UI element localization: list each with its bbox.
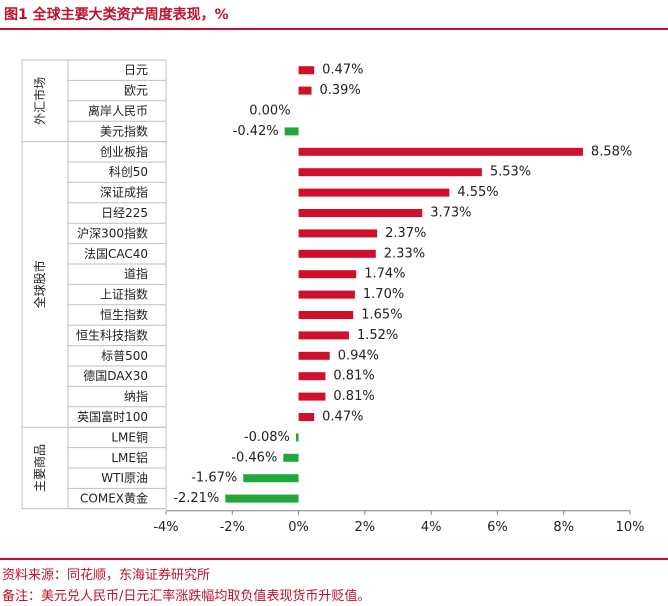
bar: [298, 311, 354, 319]
data-label: 2.37%: [385, 226, 426, 241]
group-label-2: 主要商品: [32, 444, 47, 492]
category-label: 创业板指: [100, 144, 148, 159]
data-label: 3.73%: [430, 206, 471, 221]
bar: [243, 474, 299, 483]
data-label: 0.81%: [333, 389, 374, 404]
category-label: 道指: [124, 266, 148, 281]
bar: [298, 188, 450, 197]
bar: [298, 351, 330, 360]
remark-note: 备注：美元兑人民币/日元汇率涨跌幅均取负值表现货币升贬值。: [2, 589, 371, 604]
x-tick-label: 4%: [421, 520, 442, 535]
bar: [298, 290, 355, 299]
category-label: LME铝: [111, 450, 148, 465]
data-label: 0.47%: [322, 410, 363, 425]
bar: [298, 66, 315, 75]
category-label: 深证成指: [100, 185, 148, 200]
category-label: 欧元: [124, 84, 148, 98]
category-label: 英国富时100: [77, 409, 148, 424]
title-divider: [0, 28, 668, 30]
footer-divider: [0, 558, 668, 560]
data-label: 2.33%: [384, 246, 425, 261]
data-label: 8.58%: [591, 144, 632, 159]
data-label: -1.67%: [191, 471, 237, 486]
category-label: LME铜: [111, 429, 148, 444]
bar: [284, 127, 299, 136]
data-label: 4.55%: [457, 185, 498, 200]
data-label: 5.53%: [490, 165, 531, 180]
data-label: 0.94%: [338, 348, 379, 363]
category-label: 法国CAC40: [84, 247, 148, 261]
category-label: 日元: [124, 63, 148, 77]
bar: [298, 413, 315, 421]
data-label: 1.65%: [361, 308, 402, 323]
data-label: -0.08%: [244, 430, 290, 445]
category-label: 纳指: [124, 389, 148, 404]
data-label: 0.39%: [319, 83, 360, 98]
data-label: 1.70%: [363, 287, 404, 302]
data-label: 0.00%: [249, 104, 290, 119]
category-label: 离岸人民币: [88, 103, 148, 118]
group-label-1: 全球股市: [32, 260, 47, 308]
bar: [225, 494, 299, 503]
x-tick-label: -2%: [220, 520, 245, 535]
bar: [298, 147, 583, 156]
x-tick-label: 10%: [616, 520, 645, 535]
bar: [298, 270, 357, 279]
bar: [295, 433, 299, 442]
bar: [298, 229, 378, 238]
x-tick-label: 0%: [288, 520, 309, 535]
bar: [298, 249, 376, 258]
x-tick-label: 6%: [487, 520, 508, 535]
bar: [298, 209, 423, 217]
bar: [298, 168, 482, 177]
category-label: 上证指数: [100, 287, 148, 302]
category-label: WTI原油: [101, 471, 148, 485]
x-tick-label: 2%: [355, 520, 376, 535]
data-label: -0.46%: [231, 450, 277, 465]
data-label: 0.81%: [333, 369, 374, 384]
bar: [298, 392, 326, 401]
category-label: 标普500: [101, 349, 148, 363]
x-tick-label: -4%: [153, 520, 178, 535]
category-label: 恒生指数: [100, 307, 148, 322]
source-note: 资料来源：同花顺，东海证券研究所: [2, 568, 211, 583]
page-title: 图1 全球主要大类资产周度表现，%: [4, 7, 229, 23]
category-label: COMEX黄金: [80, 491, 148, 506]
bar: [298, 331, 349, 340]
category-label: 恒生科技指数: [76, 327, 148, 342]
bar: [298, 86, 312, 95]
category-label: 科创50: [109, 165, 148, 179]
data-label: -0.42%: [233, 124, 279, 139]
category-label: 日经225: [101, 206, 148, 220]
category-label: 美元指数: [100, 123, 148, 138]
bar: [298, 372, 326, 381]
category-label: 沪深300指数: [77, 225, 148, 240]
bar: [283, 453, 299, 462]
category-label: 德国DAX30: [83, 368, 148, 383]
data-label: -2.21%: [173, 491, 219, 506]
group-label-0: 外汇市场: [32, 77, 47, 125]
data-label: 1.52%: [357, 328, 398, 343]
x-tick-label: 8%: [553, 520, 574, 535]
data-label: 1.74%: [364, 267, 405, 282]
data-label: 0.47%: [322, 63, 363, 78]
